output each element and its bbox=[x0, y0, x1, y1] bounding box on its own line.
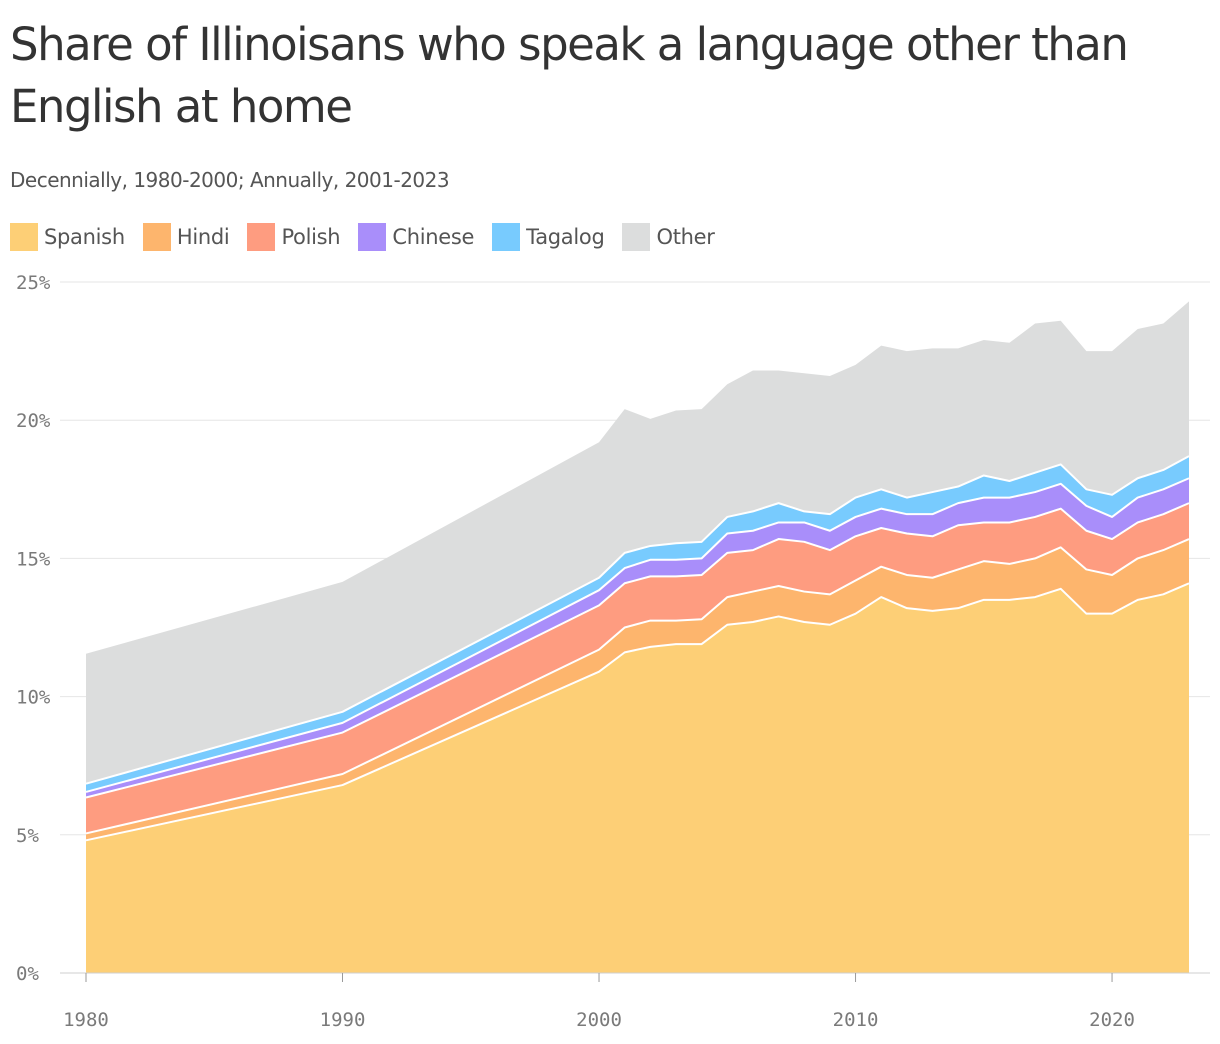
legend-label-chinese: Chinese bbox=[392, 225, 475, 249]
separator-spanish bbox=[85, 582, 1190, 842]
x-tick-label: 2010 bbox=[833, 1009, 879, 1031]
x-tick-label: 1980 bbox=[63, 1009, 109, 1031]
separator-chinese bbox=[85, 477, 1190, 793]
x-tick-label: 1990 bbox=[320, 1009, 366, 1031]
area-other bbox=[86, 301, 1189, 784]
legend-swatch-other bbox=[622, 223, 651, 251]
y-tick-label: 25% bbox=[16, 272, 51, 294]
area-tagalog bbox=[86, 456, 1189, 792]
y-tick-label: 10% bbox=[16, 687, 51, 709]
legend-swatch-hindi bbox=[142, 223, 171, 251]
y-tick-label: 0% bbox=[16, 963, 39, 985]
area-polish bbox=[86, 503, 1189, 834]
legend-label-polish: Polish bbox=[281, 225, 341, 249]
legend-label-spanish: Spanish bbox=[44, 225, 125, 249]
legend-label-hindi: Hindi bbox=[176, 225, 230, 249]
separator-polish bbox=[85, 502, 1190, 799]
area-layers bbox=[86, 301, 1189, 973]
legend-item-other: Other bbox=[622, 223, 715, 251]
legend: Spanish Hindi Polish Chinese Tagalog Other bbox=[10, 220, 733, 254]
legend-label-other: Other bbox=[656, 225, 715, 249]
chart-subtitle: Decennially, 1980-2000; Annually, 2001-2… bbox=[10, 168, 450, 192]
separator-hindi bbox=[85, 538, 1190, 835]
y-tick-label: 15% bbox=[16, 548, 51, 570]
x-tick-label: 2000 bbox=[576, 1009, 622, 1031]
legend-item-tagalog: Tagalog bbox=[492, 223, 605, 251]
legend-label-tagalog: Tagalog bbox=[526, 225, 605, 249]
legend-item-chinese: Chinese bbox=[358, 223, 474, 251]
legend-swatch-tagalog bbox=[492, 223, 521, 251]
legend-swatch-polish bbox=[247, 223, 276, 251]
legend-item-spanish: Spanish bbox=[10, 223, 125, 251]
x-tick-label: 2020 bbox=[1089, 1009, 1135, 1031]
area-chinese bbox=[86, 478, 1189, 798]
legend-item-polish: Polish bbox=[247, 223, 341, 251]
legend-swatch-chinese bbox=[358, 223, 387, 251]
legend-item-hindi: Hindi bbox=[142, 223, 230, 251]
legend-swatch-spanish bbox=[10, 223, 38, 251]
y-tick-label: 20% bbox=[16, 410, 51, 432]
y-tick-label: 5% bbox=[16, 825, 39, 847]
separator-tagalog bbox=[85, 455, 1190, 785]
area-spanish bbox=[86, 583, 1189, 973]
chart-title: Share of Illinoisans who speak a languag… bbox=[10, 18, 1129, 133]
